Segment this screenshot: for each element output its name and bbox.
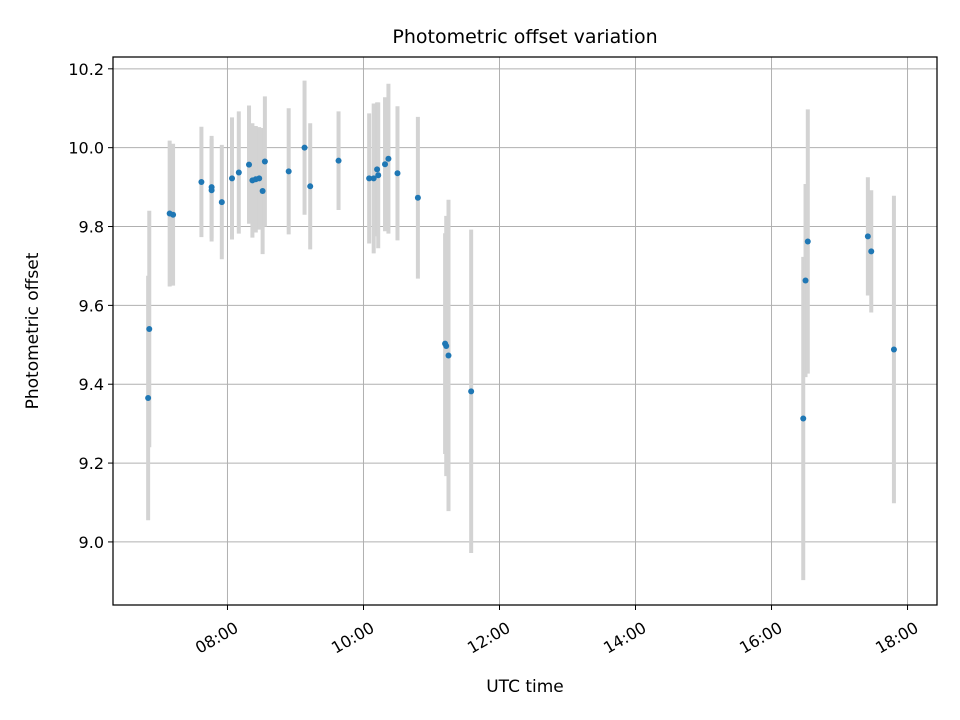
data-point: [804, 238, 811, 245]
data-point: [802, 277, 809, 284]
data-point: [414, 194, 421, 201]
data-point: [285, 168, 292, 175]
data-point: [146, 326, 153, 333]
data-point: [259, 188, 266, 195]
y-tick-label: 9.4: [79, 375, 104, 394]
data-point: [235, 169, 242, 176]
y-axis-title: Photometric offset: [23, 252, 43, 409]
chart-title: Photometric offset variation: [392, 26, 657, 48]
data-point: [374, 166, 381, 173]
data-point: [445, 352, 452, 359]
x-axis-title: UTC time: [486, 677, 564, 697]
y-tick-label: 9.2: [79, 454, 104, 473]
data-point: [261, 158, 268, 165]
data-point: [394, 170, 401, 177]
data-point: [366, 175, 373, 182]
data-point: [145, 395, 152, 402]
data-point: [864, 233, 871, 240]
data-point: [246, 161, 253, 168]
data-point: [375, 172, 382, 179]
data-point: [198, 178, 205, 185]
data-point: [385, 155, 392, 162]
data-point: [170, 211, 177, 218]
data-point: [382, 161, 389, 168]
data-point: [229, 175, 236, 182]
y-tick-label: 9.0: [79, 533, 104, 552]
data-point: [868, 248, 875, 255]
data-point: [218, 199, 225, 206]
y-axis-ticks: 9.0 9.2 9.4 9.6 9.8 10.0 10.2: [68, 60, 113, 552]
data-point: [301, 144, 308, 151]
data-point: [307, 183, 314, 190]
data-point: [256, 175, 263, 182]
data-point: [443, 342, 450, 349]
data-points: [145, 144, 897, 422]
y-tick-label: 9.6: [79, 296, 104, 315]
data-point: [800, 415, 807, 422]
y-tick-label: 9.8: [79, 218, 104, 237]
data-point: [208, 187, 215, 194]
data-point: [890, 346, 897, 353]
data-point: [370, 175, 377, 182]
y-tick-label: 10.0: [68, 139, 104, 158]
y-tick-label: 10.2: [68, 60, 104, 79]
plot-frame: [112, 56, 938, 606]
data-point: [468, 388, 475, 395]
data-point: [335, 157, 342, 164]
